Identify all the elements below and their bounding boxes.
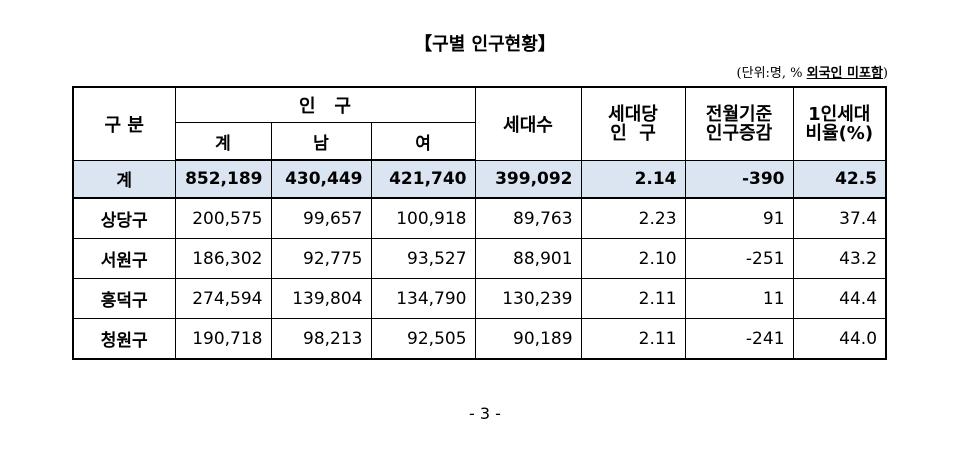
row-name: 상당구 [72,197,176,239]
cell-total: 274,594 [174,278,272,319]
header-persons-per-household: 세대당 인 구 [580,86,686,161]
cell-monthly-change: 11 [684,278,794,319]
row-name: 청원구 [72,318,176,360]
cell-monthly-change: 91 [684,197,794,239]
cell-male: 92,775 [270,238,372,279]
header-single-household-ratio: 1인세대 비율(%) [792,86,887,161]
row-name: 계 [72,159,176,199]
cell-female: 93,527 [370,238,476,279]
cell-monthly-change: -251 [684,238,794,279]
header-households: 세대수 [474,86,582,161]
unit-note-emphasis: 외국인 미포함 [806,66,883,81]
header-persons-per-household-line1: 세대당 [608,103,658,125]
cell-single-ratio: 44.0 [792,318,887,360]
header-population: 인 구 [174,86,476,123]
header-single-household-ratio-line1: 1인세대 [808,103,871,125]
cell-single-ratio: 37.4 [792,197,887,239]
header-monthly-change-line2: 인구증감 [705,122,773,144]
cell-monthly-change: -390 [684,159,794,199]
header-female: 여 [370,122,476,161]
cell-female: 100,918 [370,197,476,239]
cell-persons-per-household: 2.11 [580,278,686,319]
header-monthly-change: 전월기준 인구증감 [684,86,794,161]
cell-female: 92,505 [370,318,476,360]
header-total: 계 [174,122,272,161]
cell-persons-per-household: 2.23 [580,197,686,239]
unit-note: (단위:명, % 외국인 미포함) [737,62,888,81]
page-number: - 3 - [469,404,501,423]
cell-total: 186,302 [174,238,272,279]
header-gubun: 구 분 [72,86,176,161]
header-single-household-ratio-line2: 비율(%) [805,122,874,144]
cell-male: 99,657 [270,197,372,239]
header-male: 남 [270,122,372,161]
table-row: 서원구 186,302 92,775 93,527 88,901 2.10 -2… [72,238,887,279]
table-row-total: 계 852,189 430,449 421,740 399,092 2.14 -… [72,159,887,199]
cell-persons-per-household: 2.14 [580,159,686,199]
header-monthly-change-line1: 전월기준 [705,103,773,125]
unit-note-suffix: ) [882,66,888,81]
cell-households: 90,189 [474,318,582,360]
cell-single-ratio: 43.2 [792,238,887,279]
cell-male: 430,449 [270,159,372,199]
header-persons-per-household-line2: 인 구 [610,122,656,144]
cell-male: 139,804 [270,278,372,319]
cell-single-ratio: 42.5 [792,159,887,199]
cell-total: 200,575 [174,197,272,239]
page-title: 【구별 인구현황】 [414,34,556,55]
cell-households: 399,092 [474,159,582,199]
cell-female: 134,790 [370,278,476,319]
row-name: 서원구 [72,238,176,279]
cell-total: 852,189 [174,159,272,199]
cell-persons-per-household: 2.11 [580,318,686,360]
cell-monthly-change: -241 [684,318,794,360]
table-row: 청원구 190,718 98,213 92,505 90,189 2.11 -2… [72,318,887,360]
unit-note-prefix: (단위:명, % [736,66,807,81]
cell-total: 190,718 [174,318,272,360]
population-table: 구 분 인 구 세대수 세대당 인 구 전월기준 인구증감 1인세대 비율(%)… [72,86,888,360]
cell-households: 88,901 [474,238,582,279]
cell-single-ratio: 44.4 [792,278,887,319]
table-row: 흥덕구 274,594 139,804 134,790 130,239 2.11… [72,278,887,319]
cell-persons-per-household: 2.10 [580,238,686,279]
cell-male: 98,213 [270,318,372,360]
row-name: 흥덕구 [72,278,176,319]
cell-households: 89,763 [474,197,582,239]
cell-female: 421,740 [370,159,476,199]
table-row: 상당구 200,575 99,657 100,918 89,763 2.23 9… [72,197,887,239]
cell-households: 130,239 [474,278,582,319]
